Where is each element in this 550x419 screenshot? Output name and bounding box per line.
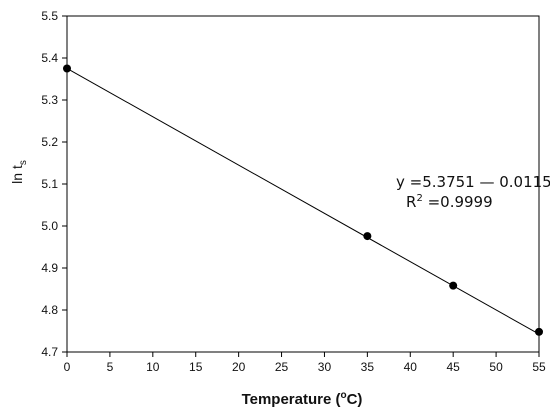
y-axis-ticks: 4.7 4.8 4.9 5.0 5.1 5.2 5.3 5.4 5.5 <box>41 9 67 359</box>
x-tick-label: 55 <box>532 360 546 374</box>
x-axis-label: Temperature (oC) <box>242 390 363 408</box>
y-tick-label: 5.2 <box>41 135 58 149</box>
x-tick-label: 0 <box>64 360 71 374</box>
data-point <box>535 327 543 336</box>
data-point <box>63 64 71 73</box>
x-tick-label: 25 <box>275 360 289 374</box>
fit-line <box>66 68 540 335</box>
y-tick-label: 4.9 <box>41 261 58 275</box>
x-tick-label: 45 <box>447 360 461 374</box>
y-tick-label: 4.8 <box>41 303 58 317</box>
y-axis-label: ln ts <box>9 160 29 184</box>
r-squared-text: R2 =0.9999 <box>406 193 493 211</box>
data-point <box>363 232 372 241</box>
x-tick-label: 10 <box>146 360 160 374</box>
x-axis-ticks: 0 5 10 15 20 25 30 35 40 45 50 55 <box>64 352 546 374</box>
x-tick-label: 15 <box>189 360 203 374</box>
x-tick-label: 50 <box>489 360 503 374</box>
x-tick-label: 40 <box>404 360 418 374</box>
y-tick-label: 5.1 <box>41 177 58 191</box>
y-tick-label: 5.5 <box>41 9 58 23</box>
y-tick-label: 4.7 <box>41 345 58 359</box>
data-point <box>449 281 458 290</box>
y-tick-label: 5.4 <box>41 51 58 65</box>
x-tick-label: 30 <box>318 360 332 374</box>
y-tick-label: 5.3 <box>41 93 58 107</box>
y-tick-label: 5.0 <box>41 219 58 233</box>
x-tick-label: 20 <box>232 360 246 374</box>
data-points <box>63 64 543 336</box>
x-tick-label: 35 <box>361 360 375 374</box>
equation-text: y =5.3751 — 0.0115x <box>396 173 550 191</box>
x-tick-label: 5 <box>107 360 114 374</box>
